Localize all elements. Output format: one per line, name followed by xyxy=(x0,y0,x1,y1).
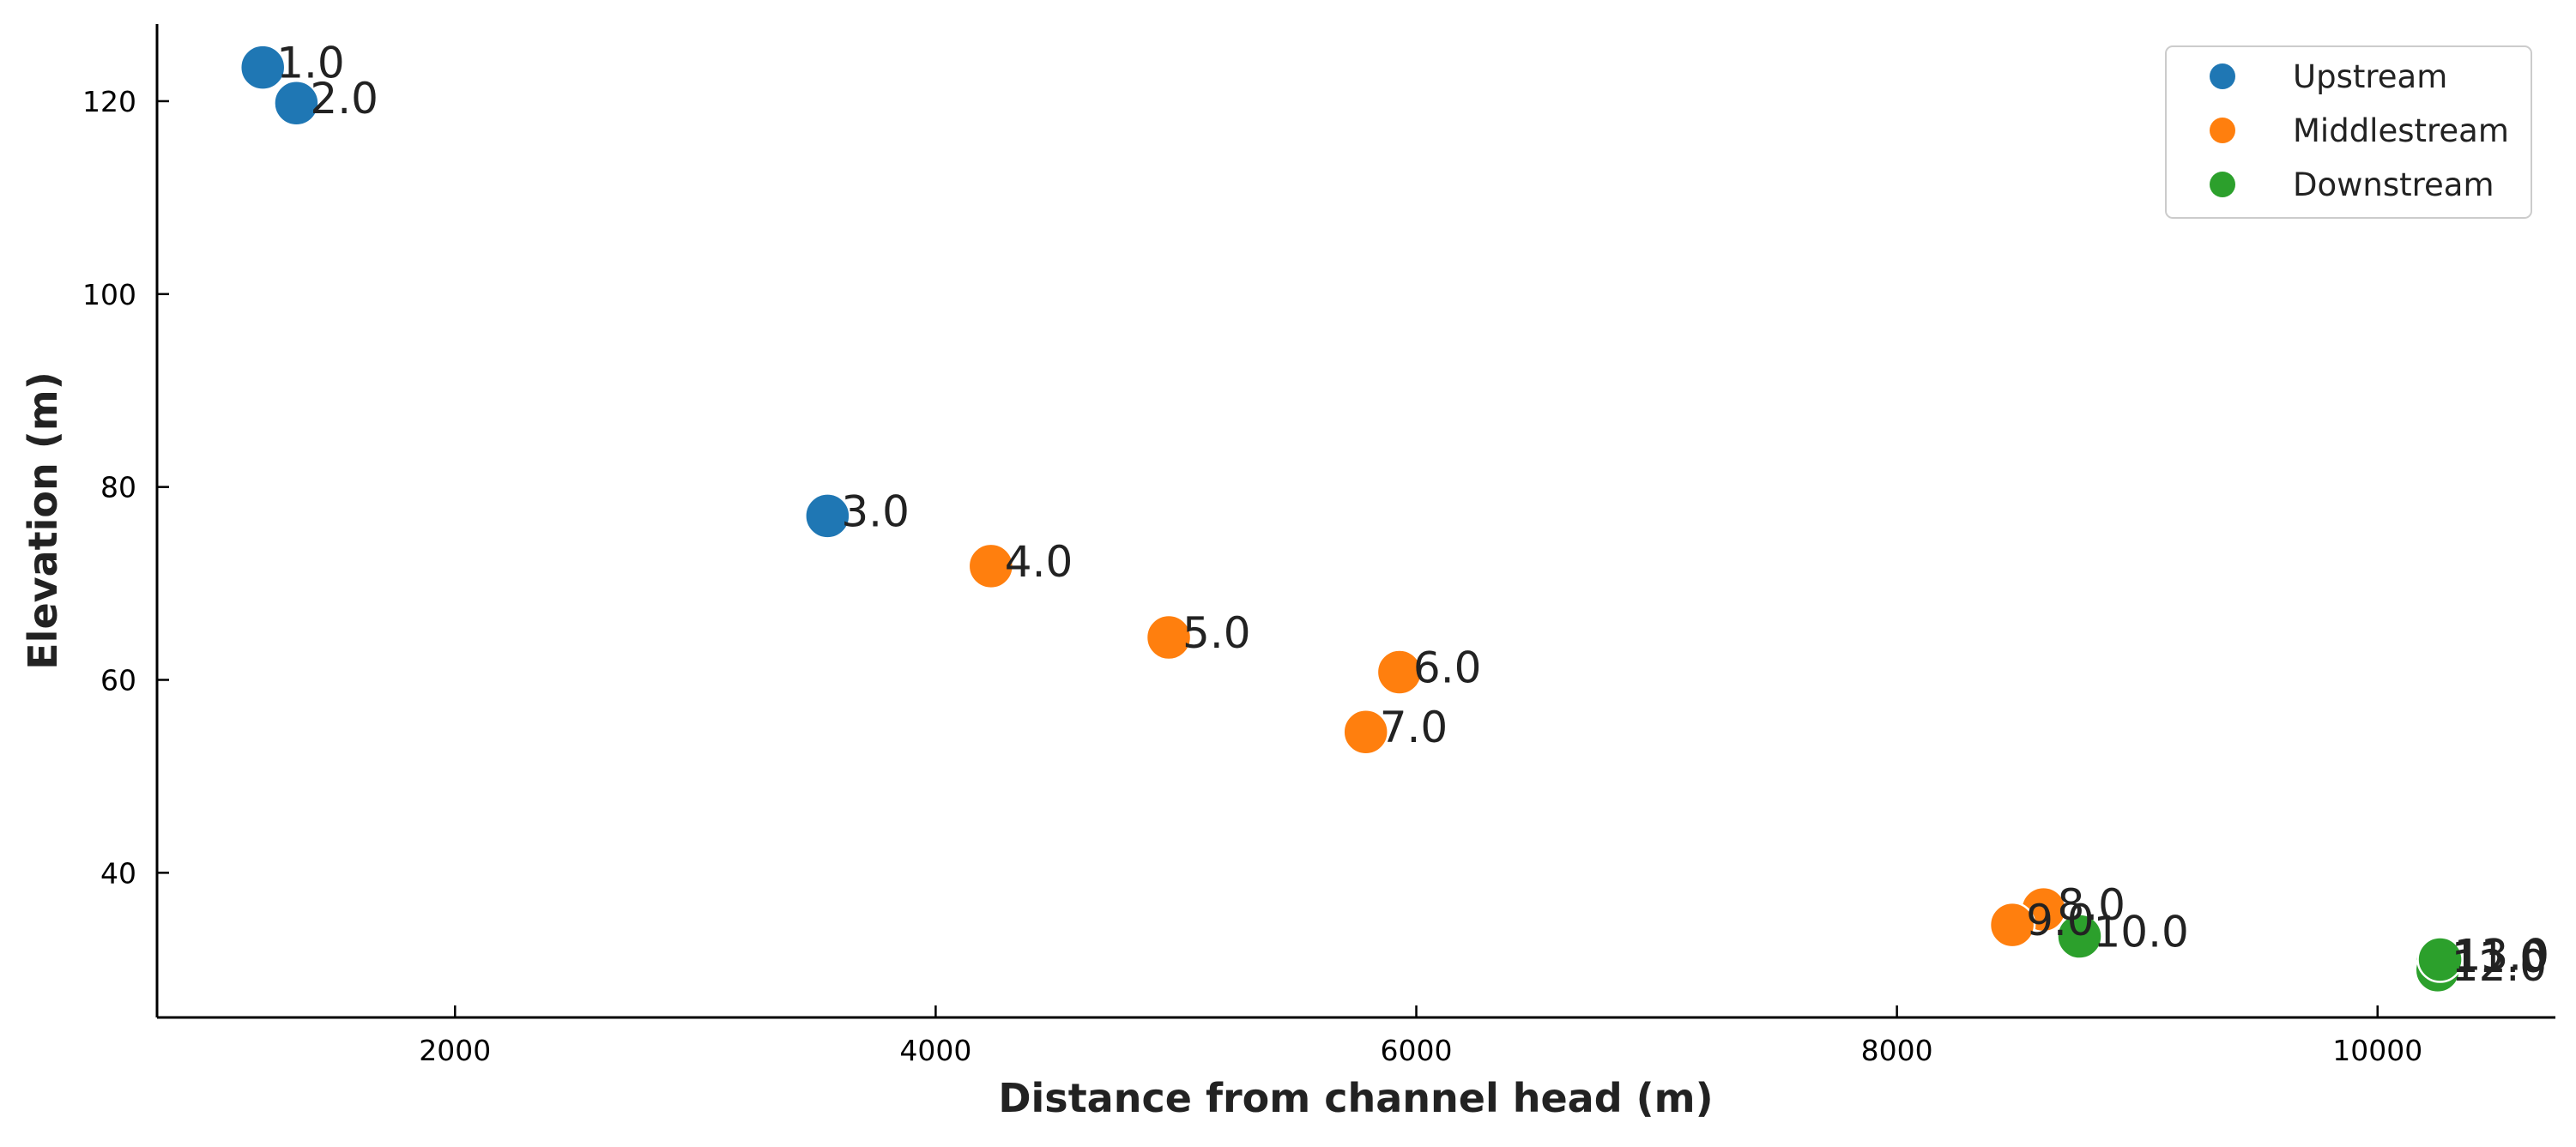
point-label: 4.0 xyxy=(1005,537,1073,587)
middlestream-point xyxy=(1342,708,1389,756)
x-tick-label: 6000 xyxy=(1381,1034,1453,1067)
downstream-point xyxy=(2416,936,2464,983)
middlestream-legend-marker xyxy=(2210,118,2235,143)
downstream-legend-marker xyxy=(2210,172,2235,197)
upstream-legend-marker xyxy=(2210,63,2235,89)
middlestream-point xyxy=(1376,649,1424,696)
middlestream-point xyxy=(1145,613,1193,661)
y-ticks: 40 60 80 100 120 xyxy=(82,85,169,890)
data-points xyxy=(239,44,2464,994)
y-tick-label: 120 xyxy=(82,85,136,118)
x-tick-label: 2000 xyxy=(419,1034,491,1067)
y-tick-label: 40 xyxy=(100,856,136,890)
x-tick-label: 4000 xyxy=(899,1034,971,1067)
point-label: 8.0 xyxy=(2057,880,2126,930)
data-point-labels: 1.02.0 3.0 4.0 5.0 6.0 7.0 8.09.010.0 11.012.01… xyxy=(276,39,2549,991)
axes xyxy=(155,24,2555,1019)
point-label: 5.0 xyxy=(1182,608,1251,658)
point-label: 6.0 xyxy=(1413,643,1482,693)
point-label: 3.0 xyxy=(841,486,910,536)
middlestream-point xyxy=(1988,901,2036,949)
upstream-legend-label: Upstream xyxy=(2293,58,2447,95)
point-label: 10.0 xyxy=(2093,908,2188,957)
point-label: 9.0 xyxy=(2026,896,2095,945)
x-tick-label: 10000 xyxy=(2332,1034,2422,1067)
downstream-point xyxy=(2056,913,2103,960)
middlestream-point xyxy=(967,542,1015,590)
y-axis-title: Elevation (m) xyxy=(20,371,66,670)
x-tick-label: 8000 xyxy=(1861,1034,1933,1067)
x-ticks: 2000 4000 6000 8000 10000 xyxy=(419,1005,2422,1067)
y-tick-label: 60 xyxy=(100,664,136,697)
point-label: 7.0 xyxy=(1380,703,1448,752)
x-axis-title: Distance from channel head (m) xyxy=(998,1075,1713,1121)
legend-frame xyxy=(2165,45,2532,219)
point-label: 12.0 xyxy=(2452,941,2547,991)
downstream-legend-label: Downstream xyxy=(2293,166,2494,203)
point-label: 13.0 xyxy=(2454,931,2549,981)
upstream-point xyxy=(804,492,851,540)
point-label: 2.0 xyxy=(310,74,378,124)
y-tick-label: 100 xyxy=(82,278,136,311)
middlestream-legend-label: Middlestream xyxy=(2293,112,2509,149)
upstream-point xyxy=(239,44,287,91)
legend: Upstream Middlestream Downstream xyxy=(2165,45,2532,219)
y-tick-label: 80 xyxy=(100,471,136,504)
point-label: 1.0 xyxy=(276,39,345,88)
point-label: 11.0 xyxy=(2452,933,2547,982)
upstream-point xyxy=(273,79,320,127)
